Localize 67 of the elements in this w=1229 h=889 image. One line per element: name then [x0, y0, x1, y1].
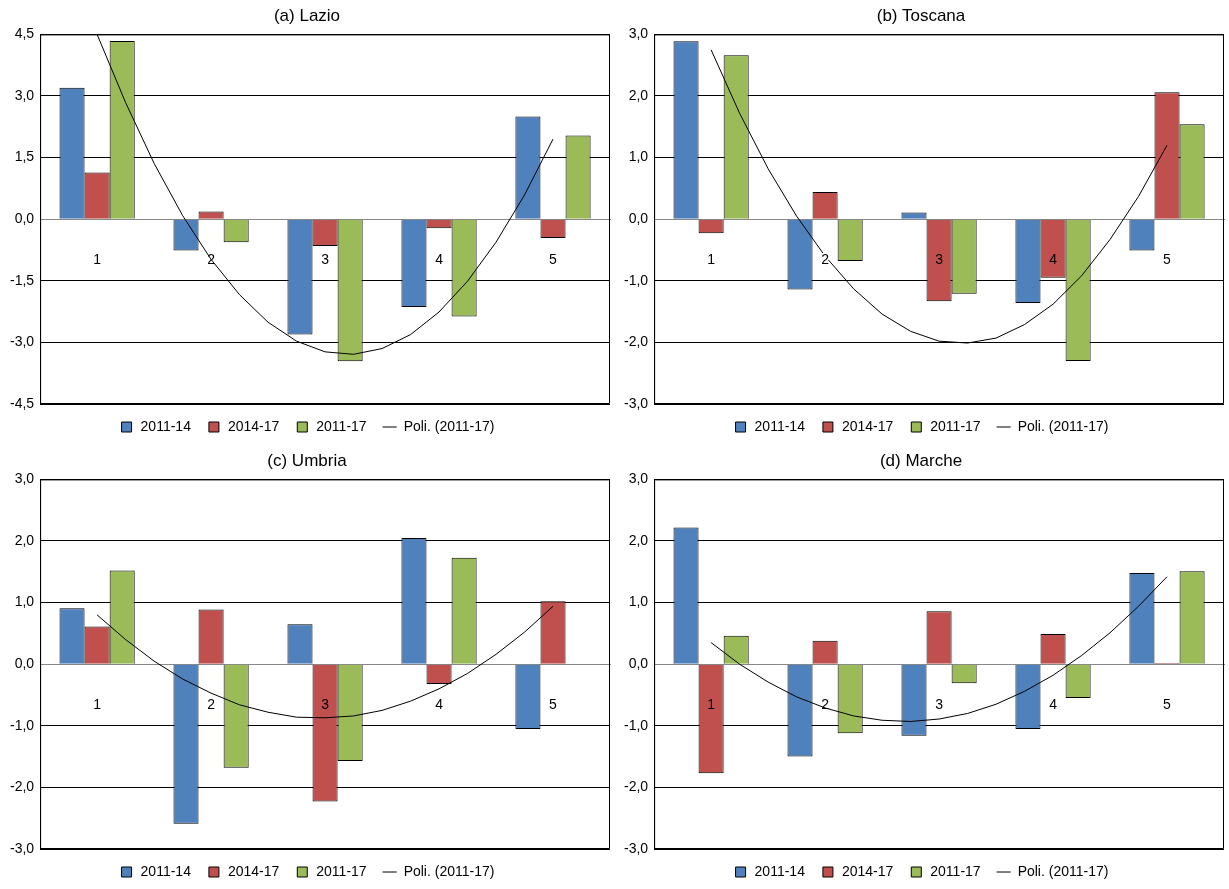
- x-tick-label: 3: [935, 251, 944, 268]
- x-tick-label: 1: [707, 251, 716, 268]
- y-tick-label: 1,0: [14, 593, 35, 610]
- legend-label: 2014-17: [841, 862, 894, 879]
- legend-label: 2014-17: [227, 417, 280, 434]
- x-tick-label: 2: [821, 696, 830, 713]
- x-tick-label: 2: [821, 251, 830, 268]
- x-tick-label: 3: [321, 251, 330, 268]
- x-tick-label: 5: [1163, 696, 1172, 713]
- legend-label: 2011-17: [316, 417, 367, 434]
- y-tick-label: -3,0: [10, 839, 35, 856]
- y-tick-label: -3,0: [10, 333, 35, 350]
- x-tick-label: 1: [707, 696, 716, 713]
- y-tick-label: 2,0: [628, 531, 649, 548]
- y-tick-label: -2,0: [624, 333, 649, 350]
- y-tick-label: 3,0: [14, 470, 35, 487]
- chart-title: (a) Lazio: [273, 5, 341, 25]
- y-tick-label: 1,5: [14, 148, 35, 165]
- y-tick-label: 0,0: [628, 655, 649, 672]
- y-tick-label: 1,0: [628, 148, 649, 165]
- legend-label: Poli. (2011-17): [1017, 862, 1109, 879]
- y-tick-label: 1,0: [628, 593, 649, 610]
- y-tick-label: -3,0: [624, 839, 649, 856]
- legend-label: 2011-14: [140, 862, 192, 879]
- legend-label: 2011-17: [930, 417, 981, 434]
- x-tick-label: 5: [549, 696, 558, 713]
- y-tick-label: -4,5: [10, 394, 35, 411]
- y-tick-label: -1,5: [10, 271, 35, 288]
- y-tick-label: -2,0: [10, 778, 35, 795]
- legend-label: Poli. (2011-17): [403, 862, 495, 879]
- x-tick-label: 4: [1049, 696, 1058, 713]
- y-tick-label: 2,0: [14, 531, 35, 548]
- y-tick-label: -2,0: [624, 778, 649, 795]
- y-tick-label: -1,0: [10, 716, 35, 733]
- y-tick-label: -3,0: [624, 394, 649, 411]
- chart-title: (b) Toscana: [876, 5, 966, 25]
- x-tick-label: 1: [93, 696, 102, 713]
- legend-label: Poli. (2011-17): [403, 417, 495, 434]
- legend-label: 2011-14: [140, 417, 192, 434]
- x-tick-label: 3: [935, 696, 944, 713]
- legend-label: 2011-14: [754, 862, 806, 879]
- x-tick-label: 4: [1049, 251, 1058, 268]
- x-tick-label: 3: [321, 696, 330, 713]
- legend-label: 2014-17: [841, 417, 894, 434]
- y-tick-label: 0,0: [14, 655, 35, 672]
- legend-label: 2011-14: [754, 417, 806, 434]
- x-tick-label: 2: [207, 696, 216, 713]
- y-tick-label: 0,0: [14, 210, 35, 227]
- x-tick-label: 5: [549, 251, 558, 268]
- y-tick-label: 0,0: [628, 210, 649, 227]
- chart-title: (c) Umbria: [267, 450, 348, 470]
- legend-label: 2014-17: [227, 862, 280, 879]
- y-tick-label: 3,0: [628, 470, 649, 487]
- x-tick-label: 4: [435, 251, 444, 268]
- legend-label: 2011-17: [930, 862, 981, 879]
- y-tick-label: 2,0: [628, 86, 649, 103]
- y-tick-label: 4,5: [14, 25, 35, 42]
- legend-label: Poli. (2011-17): [1017, 417, 1109, 434]
- chart-title: (d) Marche: [879, 450, 963, 470]
- y-tick-label: -1,0: [624, 271, 649, 288]
- x-tick-label: 4: [435, 696, 444, 713]
- x-tick-label: 1: [93, 251, 102, 268]
- y-tick-label: -1,0: [624, 716, 649, 733]
- legend-label: 2011-17: [316, 862, 367, 879]
- x-tick-label: 5: [1163, 251, 1172, 268]
- y-tick-label: 3,0: [14, 86, 35, 103]
- y-tick-label: 3,0: [628, 25, 649, 42]
